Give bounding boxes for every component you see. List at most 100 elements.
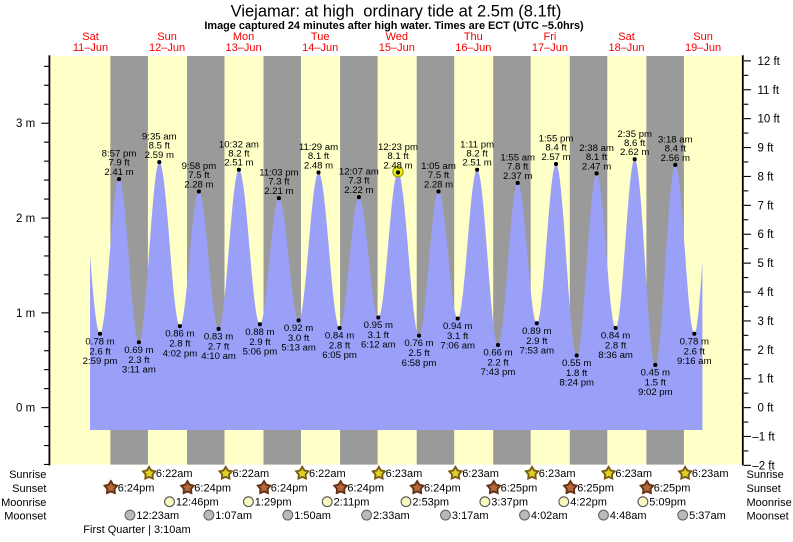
svg-text:0.69 m: 0.69 m (124, 345, 153, 356)
svg-text:3:11 am: 3:11 am (122, 364, 156, 375)
svg-text:6:22am: 6:22am (309, 468, 346, 480)
svg-text:7.5 ft: 7.5 ft (428, 170, 450, 181)
svg-text:7.9 ft: 7.9 ft (108, 158, 130, 169)
svg-text:Moonrise: Moonrise (747, 497, 792, 509)
svg-text:4:22pm: 4:22pm (570, 497, 607, 509)
svg-text:2.59 m: 2.59 m (145, 150, 174, 161)
svg-text:2.41 m: 2.41 m (104, 167, 133, 178)
svg-text:2.3 ft: 2.3 ft (128, 355, 150, 366)
svg-text:6:24pm: 6:24pm (271, 483, 308, 495)
svg-text:6:23am: 6:23am (692, 468, 729, 480)
svg-text:15–Jun: 15–Jun (379, 42, 415, 54)
svg-text:1.8 ft: 1.8 ft (566, 368, 588, 379)
svg-text:8.6 ft: 8.6 ft (624, 138, 646, 149)
svg-text:18–Jun: 18–Jun (608, 42, 644, 54)
svg-text:11–Jun: 11–Jun (73, 42, 108, 54)
svg-text:6 ft: 6 ft (758, 229, 775, 241)
svg-text:Moonset: Moonset (747, 510, 789, 522)
svg-text:2.8 ft: 2.8 ft (605, 341, 627, 352)
svg-text:Tue: Tue (311, 31, 330, 43)
svg-text:3 ft: 3 ft (758, 316, 775, 328)
svg-text:1:05 am: 1:05 am (421, 161, 456, 172)
svg-text:12:07 am: 12:07 am (339, 167, 379, 178)
svg-text:1 m: 1 m (16, 308, 35, 320)
svg-text:Sunrise: Sunrise (9, 469, 46, 481)
svg-text:2.57 m: 2.57 m (541, 152, 570, 163)
svg-text:0 ft: 0 ft (758, 403, 775, 415)
svg-text:2.9 ft: 2.9 ft (526, 336, 548, 347)
svg-text:1 ft: 1 ft (758, 374, 775, 386)
svg-text:12:46pm: 12:46pm (176, 497, 219, 509)
svg-text:8 ft: 8 ft (758, 171, 775, 183)
svg-text:2.7 ft: 2.7 ft (208, 342, 230, 353)
svg-text:7:53 am: 7:53 am (519, 345, 554, 356)
svg-text:2.5 ft: 2.5 ft (408, 348, 430, 359)
svg-text:2.6 ft: 2.6 ft (89, 346, 111, 357)
svg-text:1:29pm: 1:29pm (255, 497, 292, 509)
svg-text:2.56 m: 2.56 m (661, 153, 690, 164)
svg-text:7.3 ft: 7.3 ft (268, 177, 290, 188)
svg-text:0.83 m: 0.83 m (204, 332, 233, 343)
svg-text:7:43 pm: 7:43 pm (481, 367, 516, 378)
svg-text:4:48am: 4:48am (610, 510, 647, 522)
svg-text:3 m: 3 m (16, 118, 35, 130)
svg-text:1:07am: 1:07am (215, 510, 252, 522)
svg-text:2:33am: 2:33am (373, 510, 410, 522)
svg-text:2.8 ft: 2.8 ft (329, 341, 351, 352)
svg-text:1:55 pm: 1:55 pm (539, 134, 574, 145)
svg-text:2.21 m: 2.21 m (264, 186, 293, 197)
svg-text:2.51 m: 2.51 m (462, 158, 491, 169)
svg-text:8.1 ft: 8.1 ft (387, 151, 409, 162)
svg-text:7:06 am: 7:06 am (440, 341, 475, 352)
svg-text:Sun: Sun (693, 31, 713, 43)
svg-text:6:24pm: 6:24pm (347, 483, 384, 495)
svg-text:0 m: 0 m (16, 403, 35, 415)
svg-text:1:50am: 1:50am (294, 510, 331, 522)
svg-text:13–Jun: 13–Jun (226, 42, 262, 54)
svg-text:0.84 m: 0.84 m (325, 331, 354, 342)
svg-text:6:23am: 6:23am (386, 468, 423, 480)
svg-text:12 ft: 12 ft (758, 56, 781, 68)
svg-text:2:53pm: 2:53pm (412, 497, 449, 509)
svg-text:6:05 pm: 6:05 pm (322, 350, 357, 361)
svg-text:2.9 ft: 2.9 ft (249, 337, 271, 348)
svg-text:2:38 am: 2:38 am (579, 143, 614, 154)
svg-text:5 ft: 5 ft (758, 258, 775, 270)
svg-text:1.5 ft: 1.5 ft (645, 378, 667, 389)
svg-text:2.22 m: 2.22 m (344, 185, 373, 196)
svg-text:8.2 ft: 8.2 ft (228, 148, 250, 159)
svg-text:First Quarter | 3:10am: First Quarter | 3:10am (83, 524, 190, 536)
svg-text:2.6 ft: 2.6 ft (684, 346, 706, 357)
svg-text:2.2 ft: 2.2 ft (487, 358, 509, 369)
svg-text:3.1 ft: 3.1 ft (368, 330, 390, 341)
svg-text:2:11pm: 2:11pm (334, 497, 370, 509)
svg-text:8:36 am: 8:36 am (598, 350, 633, 361)
svg-text:2.48 m: 2.48 m (304, 161, 333, 172)
svg-text:14–Jun: 14–Jun (302, 42, 338, 54)
svg-text:3:18 am: 3:18 am (658, 135, 693, 146)
svg-text:–1 ft: –1 ft (752, 432, 775, 444)
svg-text:4:02am: 4:02am (531, 510, 568, 522)
svg-text:12–Jun: 12–Jun (149, 42, 185, 54)
svg-text:0.89 m: 0.89 m (522, 326, 551, 337)
svg-text:2:59 pm: 2:59 pm (83, 356, 118, 367)
svg-text:Sunset: Sunset (747, 483, 781, 495)
svg-text:6:25pm: 6:25pm (577, 483, 614, 495)
svg-text:3:17am: 3:17am (452, 510, 489, 522)
svg-text:2.51 m: 2.51 m (224, 158, 253, 169)
svg-text:–2 ft: –2 ft (752, 460, 775, 472)
svg-text:8.5 ft: 8.5 ft (149, 141, 171, 152)
svg-text:3:37pm: 3:37pm (491, 497, 528, 509)
svg-text:17–Jun: 17–Jun (532, 42, 568, 54)
svg-text:6:24pm: 6:24pm (194, 483, 231, 495)
svg-text:6:12 am: 6:12 am (361, 340, 396, 351)
svg-text:0.66 m: 0.66 m (483, 348, 512, 359)
svg-text:2.62 m: 2.62 m (620, 147, 649, 158)
svg-text:6:22am: 6:22am (156, 468, 193, 480)
svg-text:10 ft: 10 ft (758, 114, 781, 126)
svg-text:11 ft: 11 ft (758, 85, 780, 97)
svg-text:6:23am: 6:23am (539, 468, 576, 480)
svg-text:0.78 m: 0.78 m (680, 336, 709, 347)
svg-text:Sat: Sat (618, 31, 635, 43)
svg-text:0.95 m: 0.95 m (364, 320, 393, 331)
